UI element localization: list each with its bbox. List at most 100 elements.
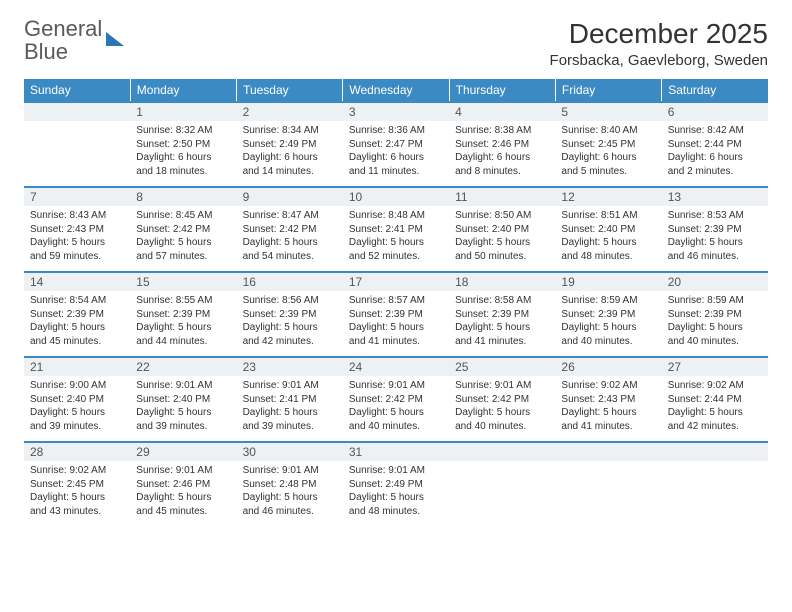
sunset-line: Sunset: 2:41 PM: [349, 223, 443, 237]
logo-triangle-icon: [106, 32, 124, 46]
day-number: 27: [662, 358, 768, 376]
day-number: 15: [130, 273, 236, 291]
dow-saturday: Saturday: [662, 79, 768, 102]
sunset-line: Sunset: 2:46 PM: [455, 138, 549, 152]
week-row: 28Sunrise: 9:02 AMSunset: 2:45 PMDayligh…: [24, 442, 768, 526]
day-number: 10: [343, 188, 449, 206]
sunset-line: Sunset: 2:44 PM: [668, 138, 762, 152]
dow-tuesday: Tuesday: [237, 79, 343, 102]
sunset-line: Sunset: 2:45 PM: [30, 478, 124, 492]
day-number: 18: [449, 273, 555, 291]
sunset-line: Sunset: 2:39 PM: [349, 308, 443, 322]
sunrise-line: Sunrise: 8:48 AM: [349, 209, 443, 223]
dow-row: Sunday Monday Tuesday Wednesday Thursday…: [24, 79, 768, 102]
day-cell: 1Sunrise: 8:32 AMSunset: 2:50 PMDaylight…: [130, 102, 236, 187]
sunset-line: Sunset: 2:39 PM: [136, 308, 230, 322]
day-cell: 19Sunrise: 8:59 AMSunset: 2:39 PMDayligh…: [555, 272, 661, 357]
day-number: 21: [24, 358, 130, 376]
daylight-line: Daylight: 5 hours and 59 minutes.: [30, 236, 124, 263]
week-row: 1Sunrise: 8:32 AMSunset: 2:50 PMDaylight…: [24, 102, 768, 187]
day-cell: 25Sunrise: 9:01 AMSunset: 2:42 PMDayligh…: [449, 357, 555, 442]
sunset-line: Sunset: 2:48 PM: [243, 478, 337, 492]
daylight-line: Daylight: 5 hours and 41 minutes.: [561, 406, 655, 433]
daylight-line: Daylight: 6 hours and 11 minutes.: [349, 151, 443, 178]
logo-text-general: General: [24, 16, 102, 41]
sunrise-line: Sunrise: 9:01 AM: [455, 379, 549, 393]
daylight-line: Daylight: 5 hours and 40 minutes.: [349, 406, 443, 433]
sunrise-line: Sunrise: 8:36 AM: [349, 124, 443, 138]
day-body: Sunrise: 9:01 AMSunset: 2:40 PMDaylight:…: [130, 376, 236, 441]
sunrise-line: Sunrise: 8:53 AM: [668, 209, 762, 223]
daylight-line: Daylight: 5 hours and 42 minutes.: [243, 321, 337, 348]
sunrise-line: Sunrise: 8:58 AM: [455, 294, 549, 308]
day-body: Sunrise: 9:01 AMSunset: 2:42 PMDaylight:…: [449, 376, 555, 441]
day-number: 31: [343, 443, 449, 461]
sunrise-line: Sunrise: 9:01 AM: [243, 379, 337, 393]
sunset-line: Sunset: 2:42 PM: [243, 223, 337, 237]
daylight-line: Daylight: 5 hours and 50 minutes.: [455, 236, 549, 263]
sunrise-line: Sunrise: 8:55 AM: [136, 294, 230, 308]
day-cell: 15Sunrise: 8:55 AMSunset: 2:39 PMDayligh…: [130, 272, 236, 357]
sunrise-line: Sunrise: 8:45 AM: [136, 209, 230, 223]
day-body: Sunrise: 9:00 AMSunset: 2:40 PMDaylight:…: [24, 376, 130, 441]
day-body: Sunrise: 8:58 AMSunset: 2:39 PMDaylight:…: [449, 291, 555, 356]
day-cell: 5Sunrise: 8:40 AMSunset: 2:45 PMDaylight…: [555, 102, 661, 187]
day-number: 20: [662, 273, 768, 291]
sunset-line: Sunset: 2:43 PM: [30, 223, 124, 237]
day-body: Sunrise: 8:43 AMSunset: 2:43 PMDaylight:…: [24, 206, 130, 271]
logo: General Blue: [24, 18, 124, 64]
daylight-line: Daylight: 5 hours and 40 minutes.: [561, 321, 655, 348]
day-cell: 22Sunrise: 9:01 AMSunset: 2:40 PMDayligh…: [130, 357, 236, 442]
daylight-line: Daylight: 5 hours and 43 minutes.: [30, 491, 124, 518]
day-cell: 10Sunrise: 8:48 AMSunset: 2:41 PMDayligh…: [343, 187, 449, 272]
sunrise-line: Sunrise: 9:02 AM: [668, 379, 762, 393]
day-body: Sunrise: 8:50 AMSunset: 2:40 PMDaylight:…: [449, 206, 555, 271]
sunrise-line: Sunrise: 8:43 AM: [30, 209, 124, 223]
day-cell: 20Sunrise: 8:59 AMSunset: 2:39 PMDayligh…: [662, 272, 768, 357]
sunset-line: Sunset: 2:50 PM: [136, 138, 230, 152]
daylight-line: Daylight: 5 hours and 48 minutes.: [349, 491, 443, 518]
sunrise-line: Sunrise: 8:47 AM: [243, 209, 337, 223]
day-body: [24, 121, 130, 183]
sunrise-line: Sunrise: 8:57 AM: [349, 294, 443, 308]
sunrise-line: Sunrise: 9:00 AM: [30, 379, 124, 393]
sunset-line: Sunset: 2:39 PM: [668, 308, 762, 322]
week-row: 14Sunrise: 8:54 AMSunset: 2:39 PMDayligh…: [24, 272, 768, 357]
sunrise-line: Sunrise: 8:42 AM: [668, 124, 762, 138]
day-cell: 13Sunrise: 8:53 AMSunset: 2:39 PMDayligh…: [662, 187, 768, 272]
day-cell: 3Sunrise: 8:36 AMSunset: 2:47 PMDaylight…: [343, 102, 449, 187]
day-cell: 26Sunrise: 9:02 AMSunset: 2:43 PMDayligh…: [555, 357, 661, 442]
day-number: 14: [24, 273, 130, 291]
sunrise-line: Sunrise: 9:02 AM: [30, 464, 124, 478]
sunrise-line: Sunrise: 8:54 AM: [30, 294, 124, 308]
day-body: Sunrise: 8:34 AMSunset: 2:49 PMDaylight:…: [237, 121, 343, 186]
day-body: Sunrise: 9:01 AMSunset: 2:42 PMDaylight:…: [343, 376, 449, 441]
day-number: 11: [449, 188, 555, 206]
day-number: 12: [555, 188, 661, 206]
day-cell: 24Sunrise: 9:01 AMSunset: 2:42 PMDayligh…: [343, 357, 449, 442]
day-body: Sunrise: 9:02 AMSunset: 2:45 PMDaylight:…: [24, 461, 130, 526]
sunset-line: Sunset: 2:42 PM: [455, 393, 549, 407]
day-body: Sunrise: 8:42 AMSunset: 2:44 PMDaylight:…: [662, 121, 768, 186]
day-cell: 9Sunrise: 8:47 AMSunset: 2:42 PMDaylight…: [237, 187, 343, 272]
day-number-band: [24, 103, 130, 121]
day-number: 28: [24, 443, 130, 461]
location-text: Forsbacka, Gaevleborg, Sweden: [550, 52, 768, 69]
sunset-line: Sunset: 2:49 PM: [349, 478, 443, 492]
day-cell: [24, 102, 130, 187]
sunset-line: Sunset: 2:40 PM: [136, 393, 230, 407]
week-row: 21Sunrise: 9:00 AMSunset: 2:40 PMDayligh…: [24, 357, 768, 442]
day-body: Sunrise: 8:54 AMSunset: 2:39 PMDaylight:…: [24, 291, 130, 356]
sunrise-line: Sunrise: 8:59 AM: [668, 294, 762, 308]
day-number: 2: [237, 103, 343, 121]
sunset-line: Sunset: 2:43 PM: [561, 393, 655, 407]
day-cell: 18Sunrise: 8:58 AMSunset: 2:39 PMDayligh…: [449, 272, 555, 357]
day-body: Sunrise: 8:57 AMSunset: 2:39 PMDaylight:…: [343, 291, 449, 356]
day-cell: [555, 442, 661, 526]
daylight-line: Daylight: 5 hours and 46 minutes.: [243, 491, 337, 518]
sunset-line: Sunset: 2:49 PM: [243, 138, 337, 152]
day-cell: 30Sunrise: 9:01 AMSunset: 2:48 PMDayligh…: [237, 442, 343, 526]
sunset-line: Sunset: 2:46 PM: [136, 478, 230, 492]
day-number: 6: [662, 103, 768, 121]
page-header: General Blue December 2025 Forsbacka, Ga…: [24, 18, 768, 69]
